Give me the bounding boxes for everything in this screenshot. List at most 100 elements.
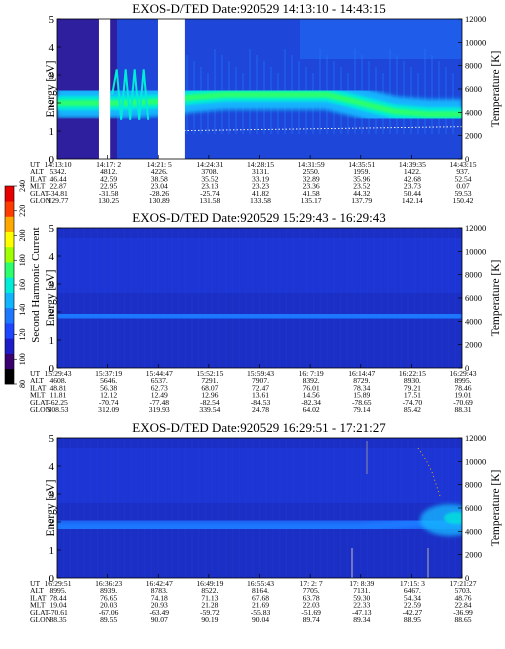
table-cell: 8783. bbox=[151, 586, 168, 595]
y2-tick-label: 12000 bbox=[465, 14, 486, 24]
table-cell: -70.74 bbox=[99, 398, 119, 407]
table-cell: 90.04 bbox=[252, 615, 269, 624]
table-row-label: ALT bbox=[30, 586, 44, 595]
panel-3-band-core bbox=[57, 517, 462, 533]
colorbar-swatch bbox=[5, 231, 14, 248]
table-cell: 90.19 bbox=[201, 615, 218, 624]
y2-tick-label: 6000 bbox=[465, 293, 482, 303]
table-cell: 22.59 bbox=[404, 601, 421, 610]
panel-3-title: EXOS-D/TED Date:920529 16:29:51 - 17:21:… bbox=[132, 420, 386, 435]
table-cell: 76.65 bbox=[100, 593, 117, 602]
y-tick-label: 1 bbox=[49, 126, 55, 138]
table-cell: 15:37:19 bbox=[95, 369, 122, 378]
y2-tick-label: 8000 bbox=[465, 480, 482, 490]
table-cell: -82.34 bbox=[301, 398, 321, 407]
colorbar-tick-label: 220 bbox=[18, 205, 27, 217]
table-cell: 131.58 bbox=[199, 196, 220, 205]
y-tick-label: 1 bbox=[49, 545, 55, 557]
panel-1-upper-region bbox=[300, 19, 462, 59]
table-cell: 14.56 bbox=[303, 391, 320, 400]
table-cell: -82.54 bbox=[200, 398, 220, 407]
table-cell: 59.53 bbox=[454, 189, 471, 198]
table-cell: 8729. bbox=[353, 376, 370, 385]
table-cell: 59.30 bbox=[353, 593, 370, 602]
y-tick-label: 0 bbox=[49, 573, 55, 585]
colorbar: 80 100 120 140 160 180 200 220 240 Second Harmon… bbox=[4, 180, 42, 388]
table-cell: 14:39:35 bbox=[399, 160, 426, 169]
table-row-label: GLON bbox=[30, 196, 52, 205]
table-cell: 1422. bbox=[404, 167, 421, 176]
table-cell: 48.81 bbox=[49, 383, 66, 392]
table-cell: 319.93 bbox=[149, 405, 170, 414]
table-cell: 12.96 bbox=[201, 391, 218, 400]
table-cell: -28.26 bbox=[149, 189, 169, 198]
table-cell: 13.61 bbox=[252, 391, 269, 400]
table-cell: 130.25 bbox=[98, 196, 119, 205]
table-cell: 52.54 bbox=[454, 174, 471, 183]
table-cell: -77.48 bbox=[149, 398, 169, 407]
colorbar-swatch bbox=[5, 353, 14, 370]
table-cell: 4812. bbox=[100, 167, 117, 176]
table-row-label: UT bbox=[30, 369, 40, 378]
y2-tick-label: 0 bbox=[465, 363, 469, 373]
table-cell: 15:52:15 bbox=[196, 369, 223, 378]
panel-3-temperature-dots bbox=[417, 447, 441, 497]
table-cell: -67.06 bbox=[99, 608, 119, 617]
table-cell: 15.89 bbox=[353, 391, 370, 400]
table-cell: 63.78 bbox=[303, 593, 320, 602]
table-row-label: GLAT bbox=[30, 608, 50, 617]
table-cell: -70.61 bbox=[48, 608, 68, 617]
table-cell: 56.38 bbox=[100, 383, 117, 392]
table-cell: 67.68 bbox=[252, 593, 269, 602]
table-cell: 16:55:43 bbox=[247, 579, 274, 588]
table-row-label: ILAT bbox=[30, 383, 47, 392]
panel-2-band-core bbox=[57, 308, 462, 324]
table-cell: 89.55 bbox=[100, 615, 117, 624]
table-cell: 11.81 bbox=[50, 391, 67, 400]
table-cell: 32.89 bbox=[303, 174, 320, 183]
table-cell: 12.12 bbox=[100, 391, 117, 400]
table-cell: 17:15: 3 bbox=[400, 579, 425, 588]
table-cell: 19.04 bbox=[49, 601, 66, 610]
y-tick-label: 4 bbox=[49, 251, 55, 263]
panel-1-title: EXOS-D/TED Date:920529 14:13:10 - 14:43:… bbox=[132, 1, 385, 16]
table-cell: 35.96 bbox=[353, 174, 370, 183]
panel-2-ylabel: Energy [eV] bbox=[45, 270, 57, 327]
table-cell: 14:21: 5 bbox=[147, 160, 172, 169]
table-cell: 16: 7:19 bbox=[299, 369, 324, 378]
table-cell: 14:13:10 bbox=[44, 160, 71, 169]
table-cell: 16:49:19 bbox=[196, 579, 223, 588]
table-cell: 8392. bbox=[303, 376, 320, 385]
table-cell: 74.18 bbox=[151, 593, 168, 602]
table-cell: 937. bbox=[456, 167, 469, 176]
table-cell: 22.84 bbox=[454, 601, 471, 610]
panel-3-bright-patch bbox=[420, 504, 462, 536]
table-cell: 24.78 bbox=[252, 405, 269, 414]
table-cell: -63.49 bbox=[149, 608, 169, 617]
table-row-label: GLAT bbox=[30, 398, 50, 407]
table-cell: 2550. bbox=[303, 167, 320, 176]
y2-tick-label: 4000 bbox=[465, 316, 482, 326]
table-cell: 15:59:43 bbox=[247, 369, 274, 378]
table-cell: 3131. bbox=[252, 167, 269, 176]
y-tick-label: 3 bbox=[49, 70, 55, 82]
y2-tick-label: 12000 bbox=[465, 433, 486, 443]
table-row-label: MLT bbox=[30, 182, 46, 191]
panel-1-spectrogram bbox=[57, 19, 462, 159]
table-cell: -47.13 bbox=[352, 608, 372, 617]
table-cell: 137.79 bbox=[351, 196, 372, 205]
colorbar-swatch bbox=[5, 246, 14, 263]
table-row-label: GLAT bbox=[30, 189, 50, 198]
table-cell: 88.35 bbox=[49, 615, 66, 624]
table-cell: 22.33 bbox=[353, 601, 370, 610]
table-cell: -42.27 bbox=[403, 608, 423, 617]
colorbar-tick-label: 160 bbox=[18, 279, 27, 291]
table-cell: 308.53 bbox=[48, 405, 69, 414]
table-cell: 41.82 bbox=[252, 189, 269, 198]
table-cell: 42.59 bbox=[100, 174, 117, 183]
table-row-label: ILAT bbox=[30, 593, 47, 602]
colorbar-swatch bbox=[5, 368, 14, 385]
y2-tick-label: 10000 bbox=[465, 246, 486, 256]
table-row-label: UT bbox=[30, 579, 40, 588]
table-cell: -34.81 bbox=[48, 189, 68, 198]
